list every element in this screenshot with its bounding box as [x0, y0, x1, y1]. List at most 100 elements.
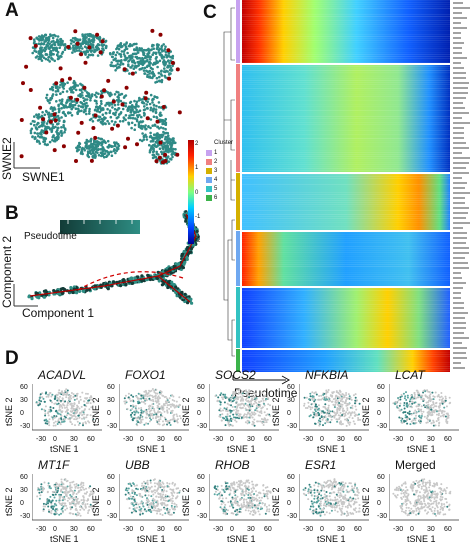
cluster-label: 1 [214, 149, 218, 156]
cluster-legend-item: 6 [206, 193, 217, 202]
swne-x-label: SWNE1 [22, 170, 65, 184]
panel-c-letter: C [203, 2, 217, 23]
cluster-legend-item: 5 [206, 184, 217, 193]
heatmap-block-6 [242, 350, 450, 372]
cluster-label: 2 [214, 158, 218, 165]
tsne-feature-plot [209, 384, 279, 431]
tsne-y-tick: -30 [197, 513, 208, 520]
cluster-legend-item: 1 [206, 148, 217, 157]
heatmap-dendrogram [223, 7, 235, 357]
trajectory-principal-curve [29, 213, 197, 297]
tsne-y-tick: 0 [197, 500, 201, 507]
heatmap-cluster-strip [236, 0, 240, 372]
cluster-legend-title: Cluster [214, 140, 234, 146]
tsne-feature-plot [299, 474, 369, 521]
tsne-x-label: tSNE 1 [137, 534, 166, 544]
tsne-x-tick: 0 [410, 436, 414, 443]
tsne-feature-plot [299, 384, 369, 431]
tsne-y-tick: 60 [20, 474, 28, 481]
tsne-feature-plot [32, 474, 102, 521]
tsne-x-label: tSNE 1 [227, 444, 256, 454]
tsne-x-tick: 60 [174, 436, 182, 443]
tsne-y-label: tSNE 2 [4, 397, 14, 426]
tsne-x-tick: 0 [140, 526, 144, 533]
cluster-swatch [206, 194, 212, 201]
tsne-y-tick: 0 [107, 500, 111, 507]
tsne-y-tick: 30 [197, 397, 205, 404]
tsne-y-tick: 30 [287, 487, 295, 494]
tsne-y-tick: 60 [197, 474, 205, 481]
tsne-x-label: tSNE 1 [50, 444, 79, 454]
tsne-x-tick: 0 [320, 436, 324, 443]
tsne-y-tick: 0 [377, 410, 381, 417]
tsne-x-tick: -30 [303, 526, 314, 533]
tsne-x-tick: 30 [247, 526, 255, 533]
cluster-swatch [206, 176, 212, 183]
tsne-feature-plot [32, 384, 102, 431]
tsne-y-tick: 30 [287, 397, 295, 404]
tsne-feature-plot [389, 474, 459, 521]
tsne-y-tick: -30 [377, 513, 388, 520]
tsne-x-tick: -30 [213, 436, 224, 443]
tsne-x-label: tSNE 1 [317, 534, 346, 544]
tsne-x-tick: 60 [87, 436, 95, 443]
tsne-y-tick: -30 [20, 513, 31, 520]
pseudotime-legend-title: Pseudotime [24, 231, 77, 242]
tsne-gene-title: FOXO1 [125, 368, 166, 382]
panel-a-letter: A [5, 0, 19, 21]
tsne-y-tick: 30 [107, 487, 115, 494]
tsne-gene-title: UBB [125, 458, 150, 472]
colorbar-tick-neg1: -1 [195, 214, 201, 220]
heatmap-block-5 [242, 288, 450, 348]
tsne-x-tick: 60 [354, 526, 362, 533]
tsne-y-tick: -30 [107, 423, 118, 430]
cluster-label: 5 [214, 185, 218, 192]
cluster-label: 6 [214, 194, 218, 201]
tsne-y-tick: 60 [377, 384, 385, 391]
tsne-y-tick: -30 [377, 423, 388, 430]
tsne-x-label: tSNE 1 [407, 444, 436, 454]
cluster-swatch [206, 149, 212, 156]
tsne-x-tick: 0 [230, 526, 234, 533]
colorbar-tick-neg2: -2 [195, 238, 201, 244]
tsne-feature-plot [119, 384, 189, 431]
tsne-y-tick: 60 [377, 474, 385, 481]
tsne-y-tick: -30 [107, 513, 118, 520]
cluster-label: 3 [214, 167, 218, 174]
heatmap-figure [223, 0, 470, 372]
tsne-y-tick: 30 [107, 397, 115, 404]
pseudotime-arrow [232, 375, 291, 385]
tsne-x-label: tSNE 1 [317, 444, 346, 454]
tsne-x-tick: 60 [174, 526, 182, 533]
tsne-y-tick: 0 [107, 410, 111, 417]
tsne-x-tick: -30 [213, 526, 224, 533]
tsne-y-tick: 0 [197, 410, 201, 417]
heatmap-row-texture [242, 0, 450, 371]
tsne-x-tick: -30 [123, 526, 134, 533]
trajectory-branch [157, 275, 191, 303]
tsne-y-tick: -30 [197, 423, 208, 430]
tsne-y-label: tSNE 2 [271, 487, 281, 516]
tsne-y-label: tSNE 2 [181, 487, 191, 516]
tsne-y-tick: 60 [197, 384, 205, 391]
colorbar-tick-2: 2 [195, 141, 199, 147]
tsne-x-tick: 60 [87, 526, 95, 533]
tsne-gene-title: ESR1 [305, 458, 337, 472]
tsne-y-tick: 0 [377, 500, 381, 507]
tsne-x-tick: 30 [70, 526, 78, 533]
tsne-x-tick: 30 [337, 526, 345, 533]
cluster-swatch [206, 158, 212, 165]
panel-d-letter: D [5, 348, 19, 369]
tsne-y-tick: 0 [20, 500, 24, 507]
tsne-x-label: tSNE 1 [137, 444, 166, 454]
heatmap-colorbar [188, 140, 194, 244]
tsne-gene-title: MT1F [38, 458, 70, 472]
heatmap-row-labels [453, 2, 470, 369]
tsne-y-tick: 0 [287, 410, 291, 417]
tsne-y-tick: 60 [20, 384, 28, 391]
tsne-y-tick: 30 [20, 487, 28, 494]
cluster-swatch [206, 185, 212, 192]
tsne-x-tick: 0 [230, 436, 234, 443]
tsne-y-tick: 30 [197, 487, 205, 494]
tsne-x-tick: -30 [393, 526, 404, 533]
